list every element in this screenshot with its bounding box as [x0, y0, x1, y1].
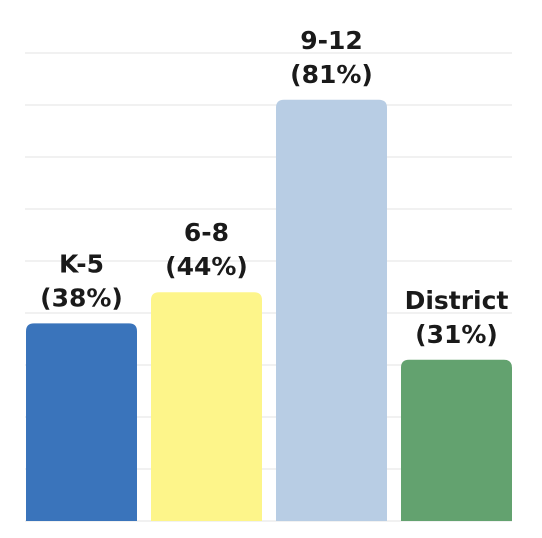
category-label: 6-8: [184, 218, 229, 247]
bar: [26, 323, 137, 521]
category-label: District: [405, 286, 509, 315]
value-label: (38%): [40, 283, 123, 312]
bar: [151, 292, 262, 521]
category-label: 9-12: [300, 26, 363, 55]
bar: [276, 99, 387, 522]
value-label: (81%): [290, 60, 373, 89]
value-label: (31%): [415, 320, 498, 349]
bar: [401, 359, 512, 521]
category-label: K-5: [59, 249, 104, 278]
value-label: (44%): [165, 252, 248, 281]
